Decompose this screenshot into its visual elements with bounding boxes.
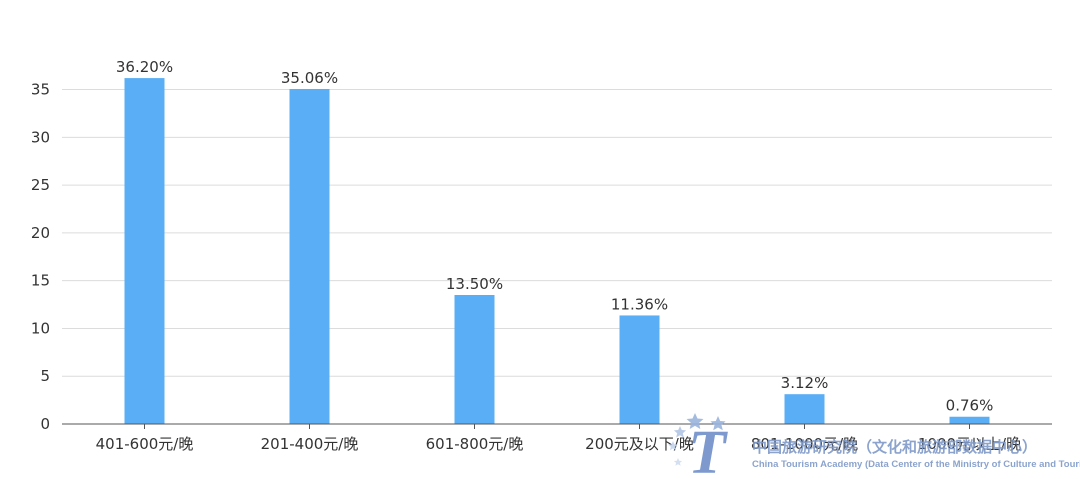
bar-data-label: 35.06%: [281, 69, 338, 87]
logo-star-icon: [686, 413, 704, 429]
logo-star-icon: [710, 416, 726, 431]
logo-star-icon: [673, 458, 683, 466]
y-axis: 0 5 10 15 20 25 30 35: [31, 81, 50, 433]
x-axis: 401-600元/晚 201-400元/晚 601-800元/晚 200元及以下/晚 8…: [62, 423, 1052, 453]
bar-data-label: 3.12%: [781, 374, 829, 392]
y-tick-label: 25: [31, 176, 50, 194]
bar-data-label: 36.20%: [116, 58, 173, 76]
y-tick-label: 0: [40, 415, 50, 433]
y-tick-label: 5: [40, 367, 50, 385]
data-labels: 36.20% 35.06% 13.50% 11.36% 3.12% 0.76%: [116, 58, 993, 415]
grid-lines: [62, 89, 1052, 377]
y-tick-label: 10: [31, 319, 50, 337]
x-tick-label: 401-600元/晚: [96, 435, 194, 453]
bar-data-label: 11.36%: [611, 295, 668, 313]
bar-data-label: 0.76%: [946, 397, 994, 415]
watermark-name-cn: 中国旅游研究院（文化和旅游部数据中心）: [752, 438, 1037, 456]
bar: [784, 394, 825, 424]
y-tick-label: 20: [31, 224, 50, 242]
watermark-logo: T: [668, 413, 728, 479]
bar: [289, 88, 330, 424]
bar: [949, 416, 990, 424]
logo-star-icon: [673, 426, 687, 438]
y-tick-label: 35: [31, 81, 50, 99]
y-tick-label: 30: [31, 128, 50, 146]
x-tick-label: 200元及以下/晚: [585, 435, 694, 453]
bar-data-label: 13.50%: [446, 275, 503, 293]
bar: [124, 78, 165, 424]
x-tick-label: 601-800元/晚: [426, 435, 524, 453]
logo-star-icon: [668, 441, 678, 451]
watermark-name-en: China Tourism Academy (Data Center of th…: [752, 459, 1080, 470]
x-tick-label: 201-400元/晚: [261, 435, 359, 453]
bar: [454, 295, 495, 424]
logo-letter: T: [688, 419, 728, 479]
watermark: T 中国旅游研究院（文化和旅游部数据中心） China Tourism Acad…: [668, 413, 1080, 479]
bar: [619, 315, 660, 424]
x-tick-label: 1000元以上/晚: [918, 435, 1021, 453]
bars: [124, 78, 990, 424]
x-tick-label: 801-1000元/晚: [751, 435, 858, 453]
y-tick-label: 15: [31, 272, 50, 290]
